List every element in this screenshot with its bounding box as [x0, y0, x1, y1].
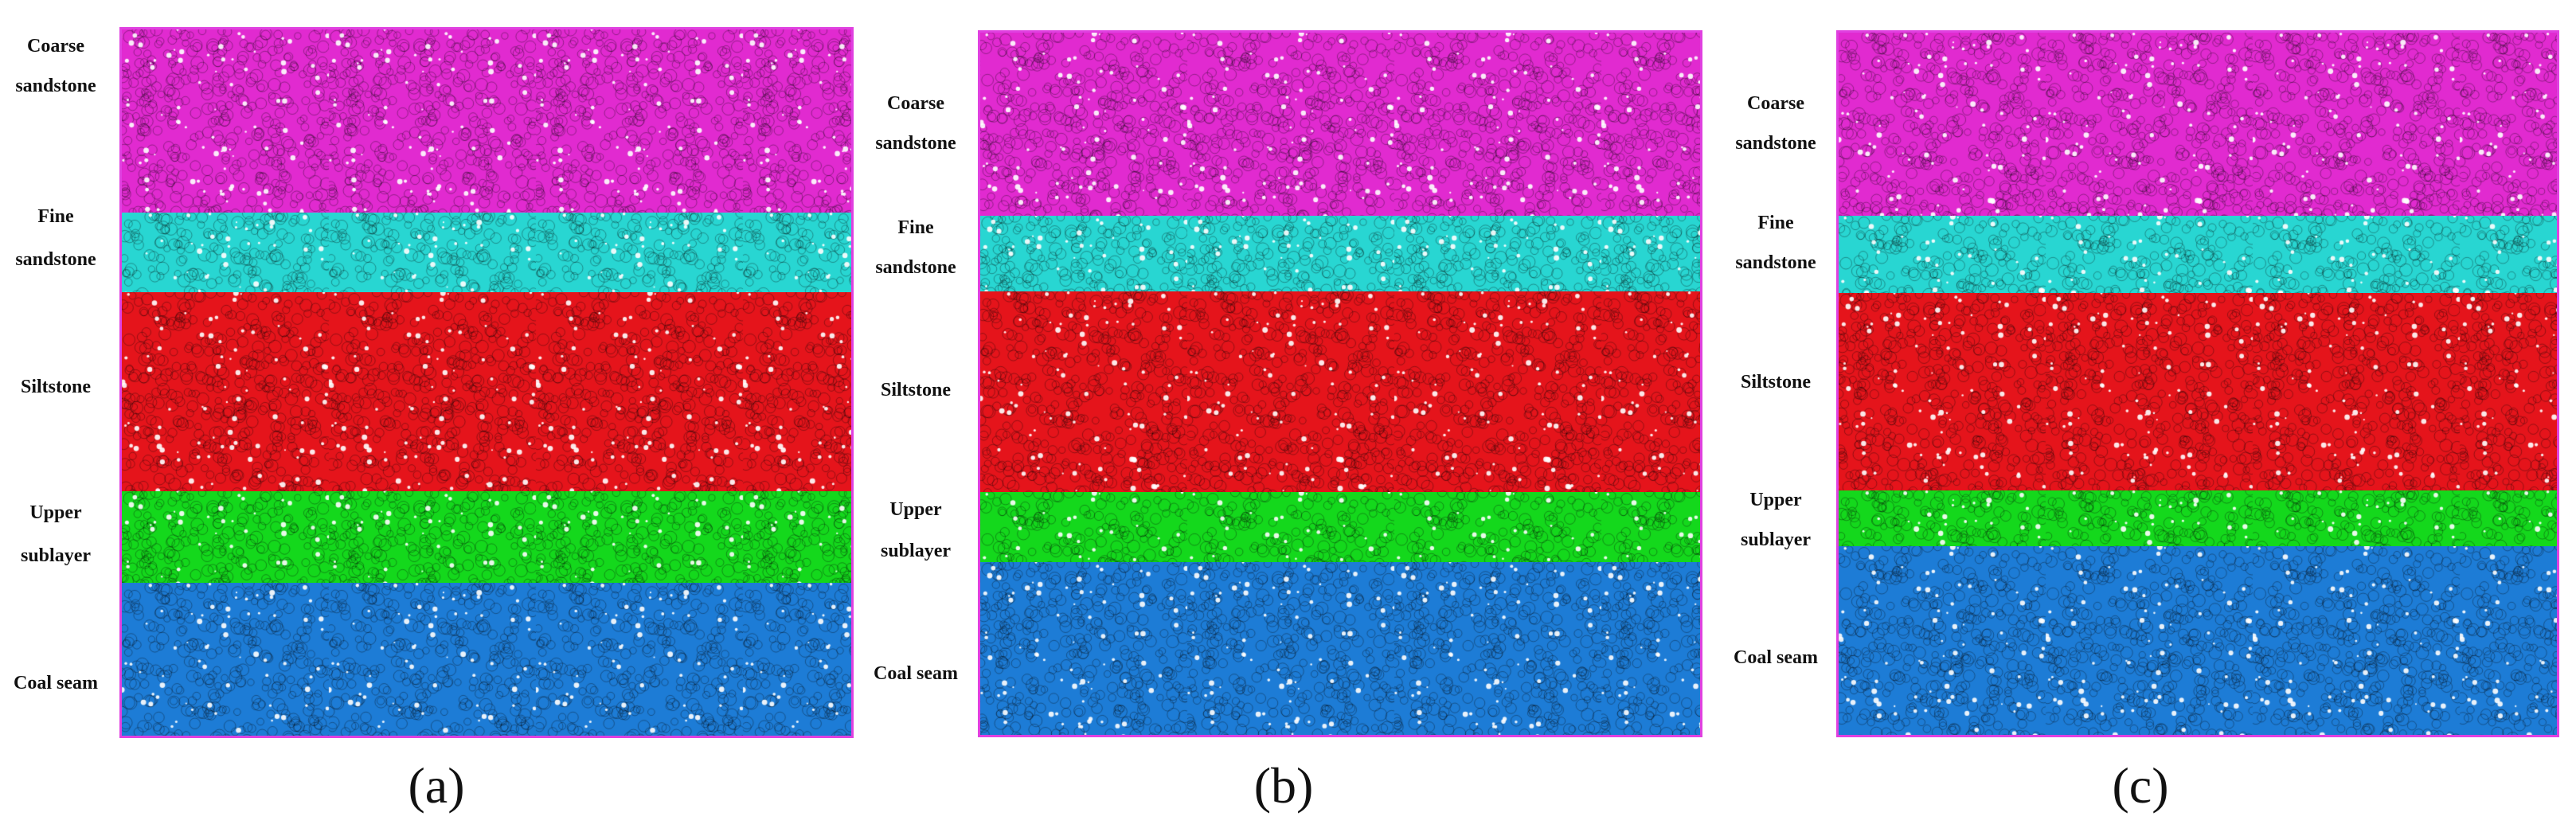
layer-upper-sublayer: [1839, 490, 2557, 546]
label-upper-line2: sublayer: [20, 545, 91, 566]
caption-b: (b): [1253, 757, 1314, 814]
layer-fine: [122, 213, 851, 292]
label-coarse-line2: sandstone: [1735, 133, 1816, 154]
label-coarse-line2: sandstone: [15, 76, 96, 96]
label-upper-line2: sublayer: [880, 541, 951, 561]
caption-a: (a): [408, 757, 465, 814]
label-coarse-line1: Coarse: [27, 36, 84, 57]
label-coarse-line1: Coarse: [887, 93, 944, 114]
layer-siltstone: [980, 291, 1700, 492]
layer-coarse: [122, 29, 851, 213]
layer-siltstone: [1839, 293, 2557, 490]
model-b: [978, 30, 1702, 737]
label-coarse-line2: sandstone: [875, 133, 956, 154]
label-coal: Coal seam: [14, 673, 98, 693]
layer-labels: Coarse sandstone Fine sandstone Siltston…: [860, 0, 971, 836]
layer-coarse: [1839, 33, 2557, 216]
model-c: [1836, 30, 2559, 737]
layer-coal-seam: [1839, 546, 2557, 735]
label-fine-line2: sandstone: [15, 249, 96, 270]
label-upper-line1: Upper: [889, 499, 942, 520]
layer-siltstone: [122, 292, 851, 491]
caption-c: (c): [2112, 757, 2169, 814]
layer-labels: Coarse sandstone Fine sandstone Siltston…: [1720, 0, 1831, 836]
label-coal: Coal seam: [1734, 647, 1818, 668]
model-a: [119, 27, 854, 738]
label-silt: Siltstone: [1740, 372, 1811, 393]
layer-coarse: [980, 33, 1700, 216]
label-silt: Siltstone: [880, 380, 951, 400]
layer-fine: [1839, 216, 2557, 293]
label-silt: Siltstone: [20, 377, 91, 397]
label-upper-line1: Upper: [1749, 490, 1802, 510]
layer-coal-seam: [122, 583, 851, 736]
layer-coal-seam: [980, 562, 1700, 735]
panel-c: Coarse sandstone Fine sandstone Siltston…: [1720, 0, 2576, 836]
label-fine-line2: sandstone: [1735, 252, 1816, 273]
layer-labels: Coarse sandstone Fine sandstone Siltston…: [0, 0, 111, 836]
label-coal: Coal seam: [874, 663, 958, 684]
label-fine-line1: Fine: [897, 217, 934, 238]
label-fine-line2: sandstone: [875, 257, 956, 278]
layer-fine: [980, 216, 1700, 291]
layer-upper-sublayer: [122, 491, 851, 583]
label-coarse-line1: Coarse: [1747, 93, 1804, 114]
label-fine-line1: Fine: [1757, 213, 1794, 233]
label-fine-line1: Fine: [37, 206, 74, 227]
label-upper-line1: Upper: [29, 502, 82, 523]
panel-b: Coarse sandstone Fine sandstone Siltston…: [860, 0, 1720, 836]
label-upper-line2: sublayer: [1740, 529, 1811, 550]
layer-upper-sublayer: [980, 492, 1700, 562]
panel-a: Coarse sandstone Fine sandstone Siltston…: [0, 0, 860, 836]
